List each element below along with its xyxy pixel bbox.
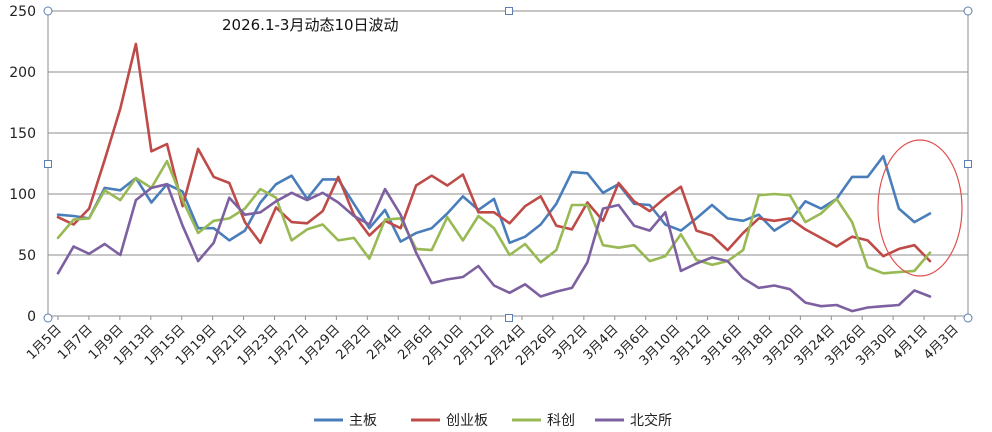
resize-handle-side[interactable] (44, 160, 52, 168)
chart-title: 2026.1-3月动态10日波动 (222, 16, 399, 34)
y-tick-label: 250 (9, 4, 36, 20)
legend-label: 创业板 (446, 413, 488, 429)
resize-handle-corner[interactable] (963, 6, 973, 16)
resize-handle-corner[interactable] (963, 313, 973, 323)
series-group (56, 42, 932, 313)
resize-handle-corner[interactable] (43, 313, 53, 323)
highlight-ellipse (877, 139, 963, 277)
annotation-ellipse (877, 139, 963, 277)
y-tick-label: 100 (9, 187, 36, 203)
y-tick-label: 200 (9, 65, 36, 81)
gridlines (48, 10, 968, 317)
x-tick-label: 4月3日 (921, 322, 962, 363)
legend-label: 主板 (349, 413, 377, 429)
y-tick-label: 150 (9, 126, 36, 142)
resize-handle-side[interactable] (964, 160, 972, 168)
y-axis: 0 50 100 150 200 250 (9, 4, 969, 325)
y-tick-label: 50 (18, 248, 36, 264)
x-axis: 1月5日1月7日1月9日1月13日1月15日1月19日1月21日1月23日1月2… (24, 316, 962, 369)
resize-handle-side[interactable] (505, 314, 513, 322)
series-line-3 (56, 159, 932, 275)
series-line-4 (56, 182, 932, 313)
selection-handles[interactable] (43, 6, 973, 323)
legend-label: 科创 (547, 413, 575, 429)
legend: 主板 创业板 科创 北交所 (314, 412, 672, 429)
resize-handle-side[interactable] (505, 7, 513, 15)
series-line-2 (56, 42, 932, 263)
legend-label: 北交所 (630, 412, 672, 429)
y-tick-label: 0 (27, 309, 36, 325)
resize-handle-corner[interactable] (43, 6, 53, 16)
